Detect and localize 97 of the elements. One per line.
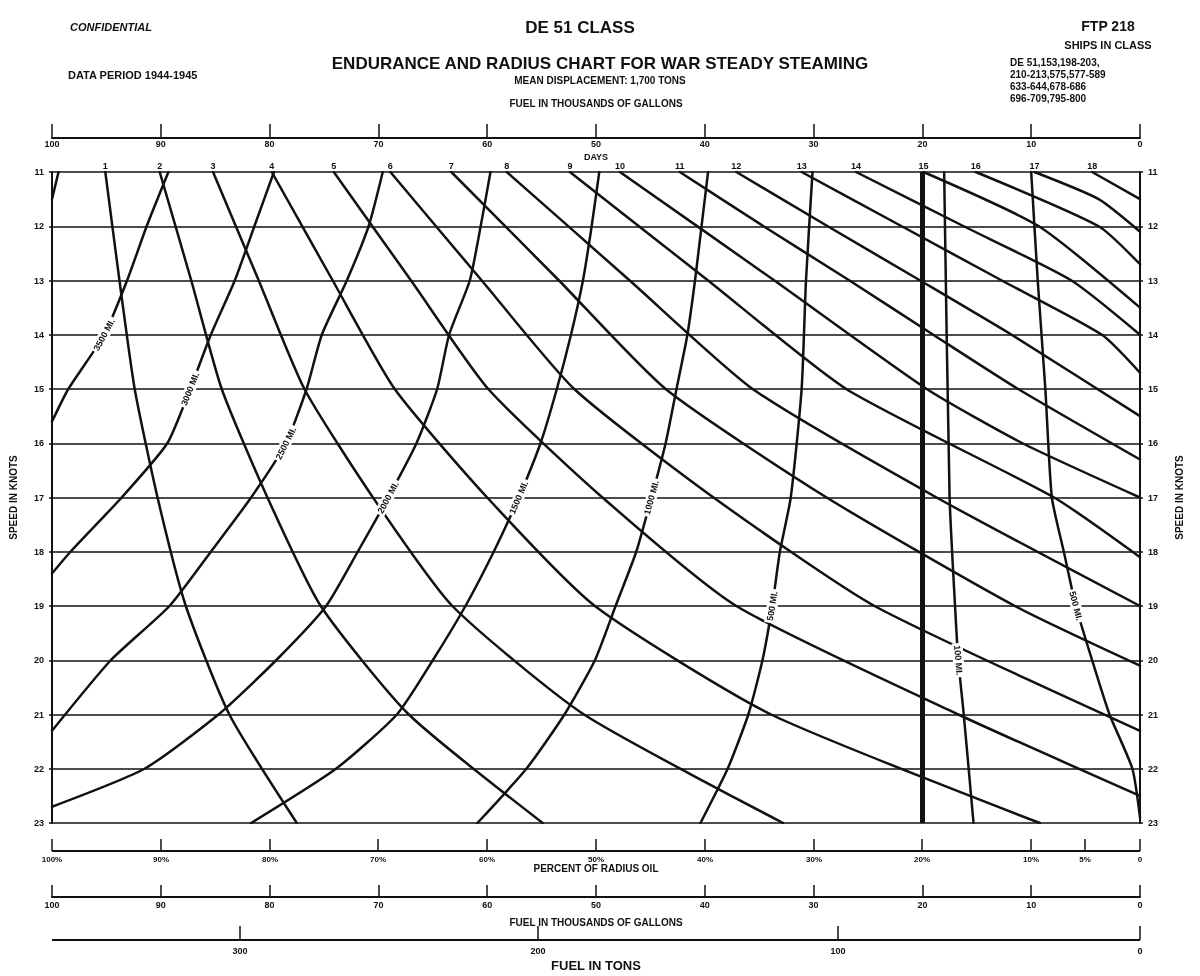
y-tick-label: 15 xyxy=(33,384,44,394)
series-label: 18 xyxy=(1087,160,1098,171)
x2-tick-label: 40 xyxy=(699,138,710,149)
text: FTP 218 xyxy=(1081,18,1135,34)
series-label: 9 xyxy=(567,160,573,171)
x2-tick-label: 80 xyxy=(264,138,275,149)
x2-tick-label: 0 xyxy=(1137,138,1143,149)
y2-tick-label: 22 xyxy=(1148,763,1159,774)
text: 80% xyxy=(261,854,279,864)
chart-subtitle: MEAN DISPLACEMENT: 1,700 TONS xyxy=(514,74,687,86)
text: DATA PERIOD 1944-1945 xyxy=(68,68,198,81)
y2-tick-label: 13 xyxy=(1148,275,1159,286)
series-label: 2 xyxy=(157,160,163,171)
text: FUEL IN TONS xyxy=(551,958,642,973)
x2-tick-label: 60 xyxy=(482,138,493,149)
y-tick-label: 23 xyxy=(33,818,44,828)
series-label: 17 xyxy=(1029,160,1040,171)
y2-tick-label: 23 xyxy=(1148,818,1159,828)
y-tick-label: 19 xyxy=(33,601,44,611)
text: DAYS xyxy=(583,151,609,162)
y2-tick-label: 19 xyxy=(1148,601,1159,611)
y-tick-label: 12 xyxy=(33,221,44,232)
x-tick-label: 50 xyxy=(590,899,602,910)
x-tick-label: 30 xyxy=(808,899,819,910)
series-label: 13 xyxy=(796,160,807,171)
series-label: 14 xyxy=(851,160,862,171)
text: 100 xyxy=(830,945,846,956)
y2-tick-label: 11 xyxy=(1148,167,1158,177)
x-tick-label: 10 xyxy=(1026,899,1037,910)
y2-tick-label: 18 xyxy=(1148,546,1159,557)
x-tick-label: 40 xyxy=(699,899,710,910)
x-tick-label: 70 xyxy=(373,899,384,910)
series-label: 15 xyxy=(918,160,929,171)
text: SHIPS IN CLASS xyxy=(1064,38,1152,51)
series-label: 8 xyxy=(504,160,510,171)
y-axis-title: SPEED IN KNOTS xyxy=(7,454,19,540)
y-tick-label: 17 xyxy=(33,492,44,503)
x2-axis-title: FUEL IN THOUSANDS OF GALLONS xyxy=(509,97,683,109)
x-tick-label: 60 xyxy=(482,899,493,910)
y2-tick-label: 20 xyxy=(1148,655,1159,666)
text: 100% xyxy=(41,854,63,864)
text: 90% xyxy=(152,854,170,864)
series-label: 3 xyxy=(210,160,216,171)
x2-tick-label: 90 xyxy=(155,138,166,149)
text: 70% xyxy=(369,854,387,864)
x-tick-label: 20 xyxy=(917,899,928,910)
text: DE 51,153,198-203, 210-213,575,577-589 633-644,678-686 696-709,795-800 xyxy=(1010,56,1107,104)
y2-tick-label: 16 xyxy=(1148,438,1159,449)
text: 0 xyxy=(1137,945,1143,956)
y-tick-label: 20 xyxy=(33,655,44,666)
x2-tick-label: 20 xyxy=(917,138,928,149)
y2-tick-label: 12 xyxy=(1148,221,1159,232)
x-tick-label: 90 xyxy=(155,899,166,910)
text: 50% xyxy=(587,854,605,864)
text: 200 xyxy=(530,945,546,956)
text: 0 xyxy=(1137,854,1143,864)
text: 10% xyxy=(1022,854,1040,864)
y-tick-label: 22 xyxy=(33,763,44,774)
text: PERCENT OF RADIUS OIL xyxy=(533,862,659,874)
series-label: 4 xyxy=(269,160,275,171)
y2-axis-title: SPEED IN KNOTS xyxy=(1173,454,1185,540)
series-label: 6 xyxy=(387,160,393,171)
y-tick-label: 11 xyxy=(34,167,44,177)
x2-tick-label: 10 xyxy=(1026,138,1037,149)
y2-tick-label: 14 xyxy=(1148,329,1159,340)
y2-tick-label: 21 xyxy=(1148,709,1159,720)
x-axis-title: FUEL IN THOUSANDS OF GALLONS xyxy=(509,916,683,928)
series-label: 10 xyxy=(614,160,625,171)
x2-tick-label: 70 xyxy=(373,138,384,149)
series-label: 12 xyxy=(731,160,742,171)
text: 20% xyxy=(913,854,931,864)
y-tick-label: 14 xyxy=(33,329,44,340)
x-tick-label: 0 xyxy=(1137,899,1143,910)
y2-tick-label: 15 xyxy=(1148,384,1159,394)
text: DE 51 CLASS xyxy=(525,18,635,37)
x-tick-label: 100 xyxy=(44,899,60,910)
y-tick-label: 21 xyxy=(33,709,44,720)
chart-title: ENDURANCE AND RADIUS CHART FOR WAR STEADY STEAMING xyxy=(331,54,869,73)
text: 5% xyxy=(1079,854,1091,864)
y2-tick-label: 17 xyxy=(1148,492,1159,503)
y-tick-label: 13 xyxy=(33,275,44,286)
series-label: 16 xyxy=(970,160,981,171)
series-label: 11 xyxy=(675,160,685,171)
x2-tick-label: 50 xyxy=(590,138,602,149)
series-label: 1 xyxy=(102,160,108,171)
y-tick-label: 18 xyxy=(33,546,44,557)
x-tick-label: 80 xyxy=(264,899,275,910)
y-tick-label: 16 xyxy=(33,438,44,449)
text: 300 xyxy=(232,945,248,956)
x2-tick-label: 30 xyxy=(808,138,819,149)
text: CONFIDENTIAL xyxy=(70,20,153,33)
series-label: 7 xyxy=(448,160,454,171)
series-label: 5 xyxy=(331,160,337,171)
x2-tick-label: 100 xyxy=(44,138,60,149)
text: 30% xyxy=(805,854,823,864)
text: 40% xyxy=(696,854,714,864)
text: 60% xyxy=(478,854,496,864)
